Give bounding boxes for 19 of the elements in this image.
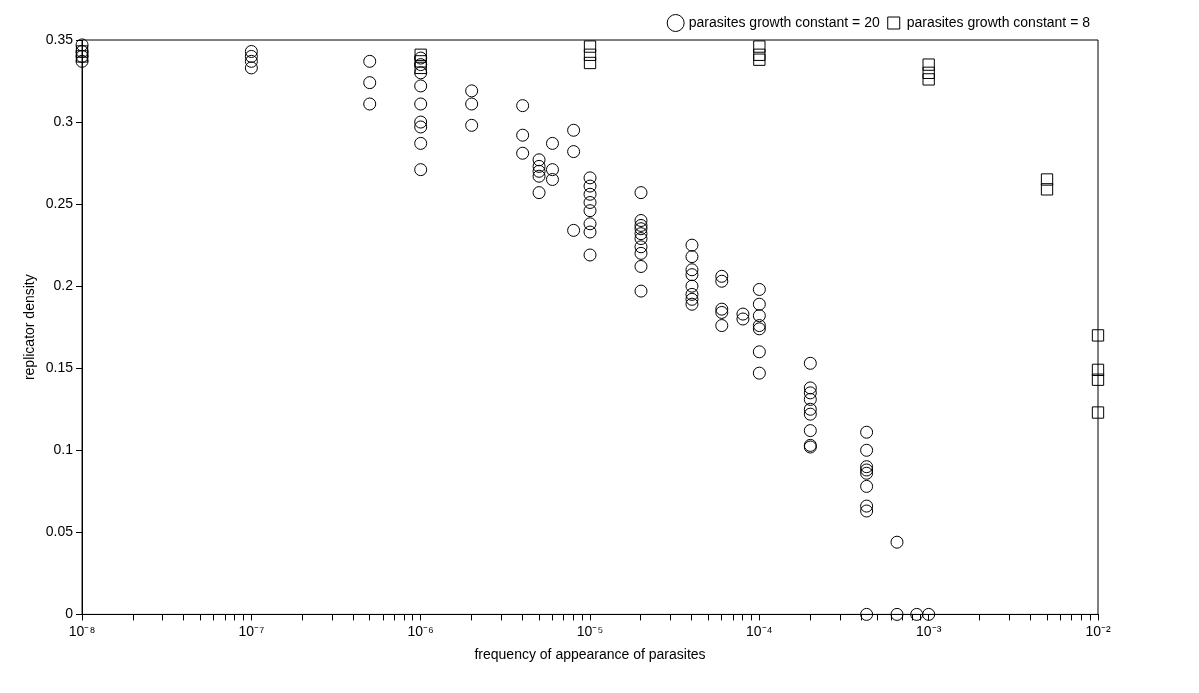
x-tick-label: 10⁻⁶ — [407, 622, 434, 639]
y-tick-label: 0 — [65, 605, 74, 622]
y-tick-label: 0.1 — [53, 441, 74, 458]
y-tick-label: 0.05 — [45, 523, 74, 540]
x-tick-label: 10⁻⁸ — [68, 622, 96, 639]
y-tick-label: 0.15 — [45, 359, 74, 376]
y-tick-label: 0.3 — [53, 112, 74, 129]
y-axis-title: replicator density — [21, 274, 38, 381]
x-tick-label: 10⁻³ — [916, 622, 942, 639]
y-tick-label: 0.2 — [53, 277, 74, 294]
legend-label: parasites growth constant = 20 — [688, 13, 880, 30]
x-axis-title: frequency of appearance of parasites — [474, 646, 706, 663]
y-tick-label: 0.25 — [45, 194, 74, 211]
x-tick-label: 10⁻⁷ — [238, 622, 265, 639]
x-tick-label: 10⁻⁴ — [746, 622, 773, 639]
y-tick-label: 0.35 — [45, 30, 74, 47]
x-tick-label: 10⁻² — [1085, 622, 1111, 639]
x-tick-label: 10⁻⁵ — [576, 622, 604, 639]
legend-label: parasites growth constant = 8 — [906, 13, 1091, 30]
